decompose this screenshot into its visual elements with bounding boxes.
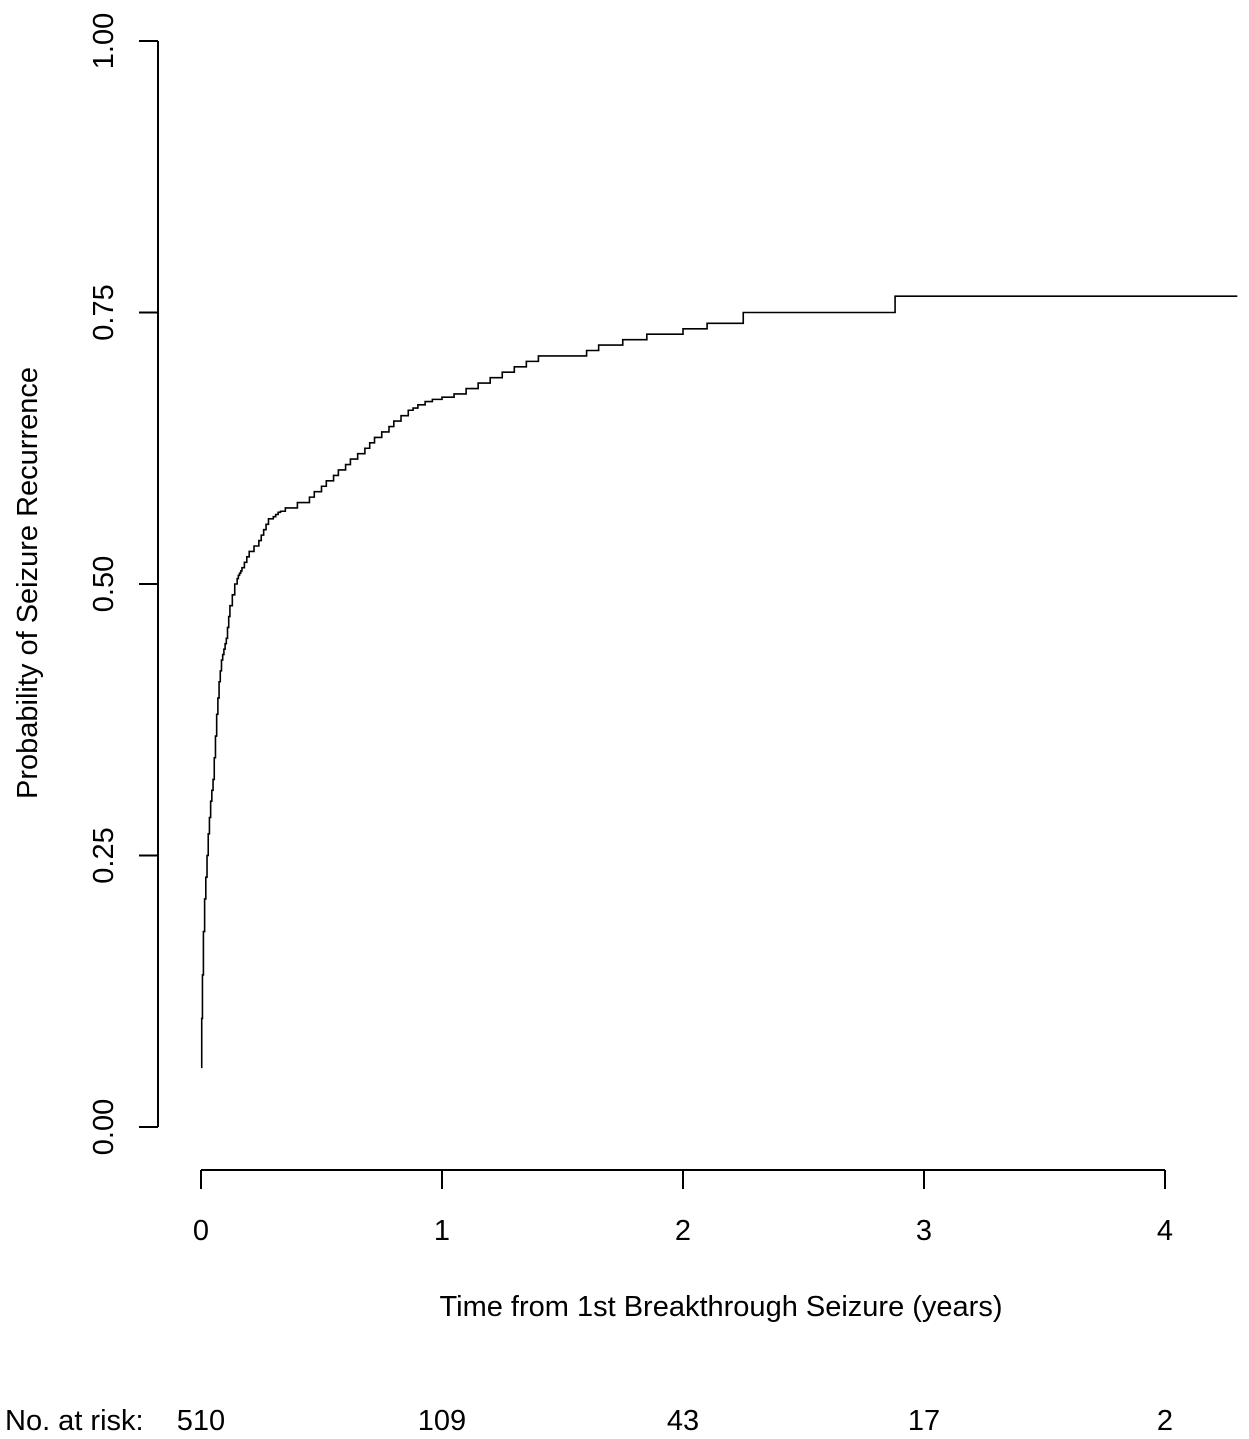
- km-curve: [200, 295, 1238, 1069]
- risk-count: 109: [418, 1405, 466, 1437]
- y-tick-label: 0.25: [88, 827, 120, 883]
- x-axis-title: Time from 1st Breakthrough Seizure (year…: [439, 1291, 1002, 1323]
- risk-count: 510: [177, 1405, 225, 1437]
- y-tick-label: 0.00: [88, 1099, 120, 1155]
- risk-count: 43: [667, 1405, 699, 1437]
- x-axis: 0 1 2 3 4: [193, 1169, 1173, 1247]
- risk-count: 17: [908, 1405, 940, 1437]
- y-tick-label: 0.50: [88, 556, 120, 612]
- x-tick-label: 3: [916, 1215, 932, 1247]
- y-axis: 0.00 0.25 0.50 0.75 1.00: [88, 13, 159, 1155]
- risk-table-label: No. at risk:: [5, 1405, 144, 1437]
- risk-table-row: 510 109 43 17 2: [177, 1405, 1173, 1437]
- risk-count: 2: [1157, 1405, 1173, 1437]
- y-tick-label: 1.00: [88, 13, 120, 69]
- y-tick-label: 0.75: [88, 284, 120, 340]
- series-group: [200, 295, 1238, 1069]
- x-tick-label: 1: [434, 1215, 450, 1247]
- x-tick-label: 0: [193, 1215, 209, 1247]
- x-tick-label: 2: [675, 1215, 691, 1247]
- y-axis-title: Probability of Seizure Recurrence: [12, 367, 44, 799]
- x-tick-label: 4: [1157, 1215, 1173, 1247]
